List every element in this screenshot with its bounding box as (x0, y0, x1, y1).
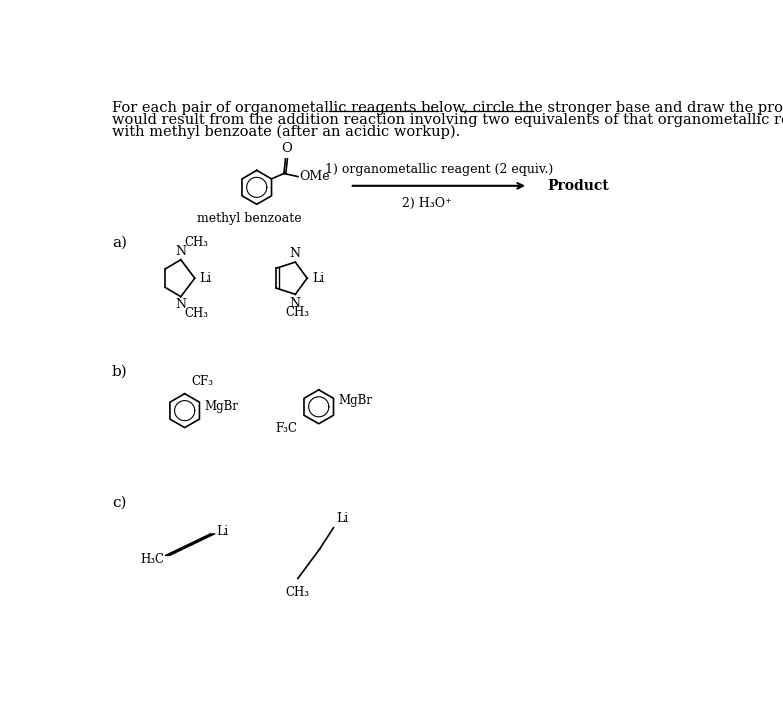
Text: N: N (289, 246, 300, 260)
Text: c): c) (112, 495, 126, 510)
Text: a): a) (112, 236, 127, 250)
Text: Product: Product (547, 179, 609, 193)
Text: For each pair of organometallic reagents below, circle the stronger base and dra: For each pair of organometallic reagents… (112, 101, 783, 115)
Text: would result from the addition reaction involving two equivalents of that organo: would result from the addition reaction … (112, 113, 783, 126)
Text: Li: Li (200, 272, 211, 285)
Text: H₃C: H₃C (140, 553, 164, 566)
Text: 1) organometallic reagent (2 equiv.): 1) organometallic reagent (2 equiv.) (325, 163, 553, 176)
Text: MgBr: MgBr (338, 394, 372, 407)
Text: CH₃: CH₃ (286, 586, 310, 599)
Text: CH₃: CH₃ (184, 236, 208, 249)
Text: b): b) (112, 364, 128, 379)
Text: methyl benzoate: methyl benzoate (197, 212, 301, 225)
Text: MgBr: MgBr (204, 400, 238, 412)
Text: N: N (175, 245, 186, 258)
Text: CF₃: CF₃ (191, 374, 213, 387)
Text: 2) H₃O⁺: 2) H₃O⁺ (402, 196, 452, 209)
Text: N: N (175, 298, 186, 311)
Text: N: N (289, 297, 300, 310)
Text: Li: Li (216, 525, 229, 538)
Text: CH₃: CH₃ (285, 306, 309, 319)
Text: CH₃: CH₃ (184, 308, 208, 321)
Text: Li: Li (337, 512, 348, 525)
Text: Li: Li (312, 272, 325, 285)
Text: O: O (281, 142, 292, 155)
Text: F₃C: F₃C (275, 422, 297, 435)
Text: with methyl benzoate (after an acidic workup).: with methyl benzoate (after an acidic wo… (112, 124, 460, 139)
Text: OMe: OMe (299, 170, 330, 183)
